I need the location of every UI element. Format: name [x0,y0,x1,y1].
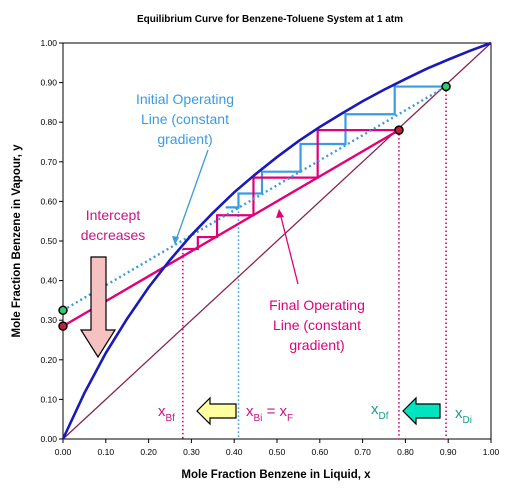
xdf-label-text: x [371,401,379,418]
xbi-label-text: = x [262,403,287,420]
x-tick-label: 0.80 [397,447,414,457]
initial-line-label: gradient) [157,131,212,147]
xdf-label: xDf [371,401,389,422]
final-line-label: Final Operating [269,297,365,313]
plot-area: 0.00 0.10 0.20 0.30 0.40 0.50 0.60 0.70 0.80 0.90… [40,38,499,457]
initial-label-pointer [174,149,209,244]
xdi-label: xDi [455,405,472,426]
final-stage-steps [182,129,399,251]
y-tick-label: 0.50 [40,236,57,246]
y-tick-label: 0.30 [40,315,57,325]
xdi-label-subscript: Di [463,415,472,426]
xbi-label: xBi = xF [246,403,293,424]
operating-point-marker [441,81,451,92]
x-tick-label: 0.70 [354,447,371,457]
initial-stage-steps [225,85,447,209]
final-operating-line [62,129,400,328]
xbf-label-subscript: Bf [166,413,176,424]
initial-line-label: Line (constant [141,111,229,127]
y-tick-label: 0.40 [40,276,57,286]
final-label-pointer [279,212,299,285]
intercept-label: decreases [81,227,146,243]
operating-point-marker [58,305,68,316]
x-tick-label: 0.30 [183,447,200,457]
xdi-label-text: x [455,405,463,422]
y-tick-label: 0.10 [40,394,57,404]
equilibrium-curve [61,41,492,440]
final-label-pointer-head [276,209,284,218]
x-tick-label: 0.50 [269,447,286,457]
x-tick-label: 0.10 [98,447,115,457]
y-tick-label: 1.00 [40,38,57,48]
y-tick-label: 0.60 [40,196,57,206]
y-axis-label: Mole Fraction Benzene in Vapour, y [11,144,23,338]
x-tick-label: 0.90 [440,447,457,457]
intercept-label: Intercept [86,207,141,223]
y-tick-label: 0.70 [40,157,57,167]
x-tick-label: 1.00 [483,447,500,457]
x-tick-label: 0.40 [226,447,243,457]
operating-point-marker [58,321,68,331]
bottoms-shift-arrow [196,396,237,426]
initial-operating-line [62,85,447,312]
intercept-decrease-arrow [79,256,117,359]
xdf-label-subscript: Df [379,411,389,422]
x-tick-label: 0.20 [140,447,157,457]
y-tick-label: 0.00 [40,434,57,444]
initial-label-pointer-head [172,236,179,245]
operating-point-marker [394,125,404,135]
xbi-label-text: x [246,403,254,420]
xbf-label-text: x [158,403,166,420]
x-tick-label: 0.60 [312,447,329,457]
initial-line-label: Initial Operating [136,91,234,107]
xbi-label-subscript: Bi [254,413,263,424]
y-tick-label: 0.90 [40,78,57,88]
distillate-shift-arrow [402,396,441,426]
x-axis-label: Mole Fraction Benzene in Liquid, x [181,469,371,481]
final-line-label: Line (constant [273,317,361,333]
diagonal-line [62,42,492,440]
chart-title: Equilibrium Curve for Benzene-Toluene Sy… [137,14,403,25]
x-tick-label: 0.00 [55,447,72,457]
y-tick-label: 0.20 [40,355,57,365]
final-line-label: gradient) [289,337,344,353]
xbi-label-subscript: F [287,413,293,424]
xbf-label: xBf [158,403,175,424]
y-tick-label: 0.80 [40,117,57,127]
